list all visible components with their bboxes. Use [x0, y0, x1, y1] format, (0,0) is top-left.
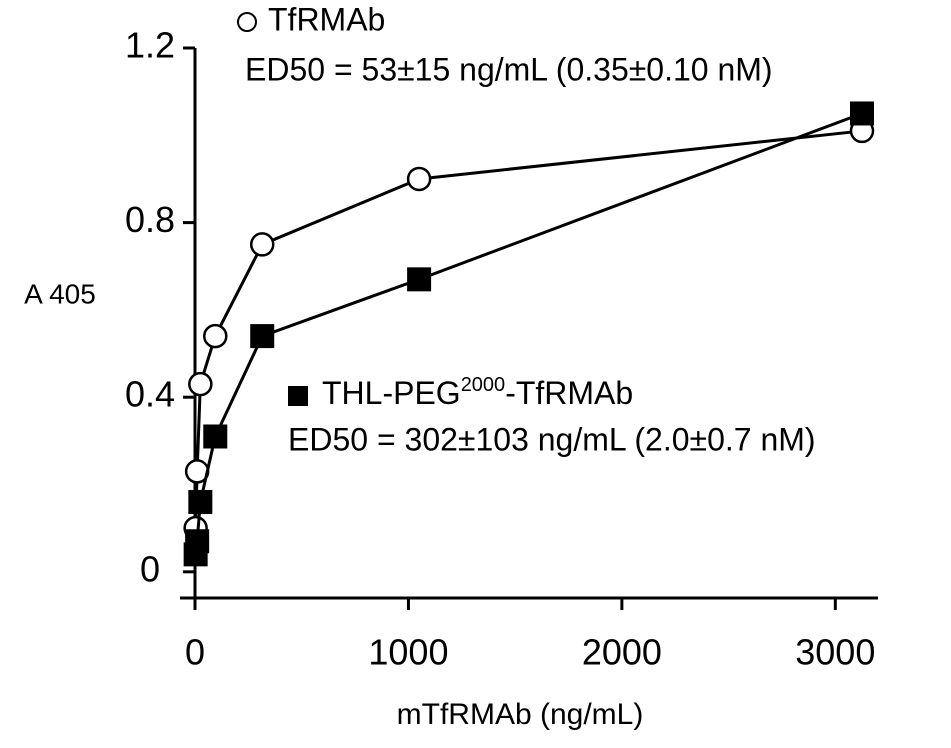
x-tick-label: 2000 — [582, 632, 662, 673]
legend-marker — [237, 12, 257, 32]
data-point — [249, 232, 275, 257]
legend-label: THL-PEG2000-TfRMAb — [322, 374, 633, 411]
data-point — [188, 489, 213, 514]
data-point — [203, 323, 228, 349]
x-tick-label: 0 — [185, 632, 205, 673]
data-point — [250, 324, 275, 349]
y-tick-label: 0.4 — [125, 374, 175, 415]
annotation: ED50 = 53±15 ng/mL (0.35±0.10 nM) — [245, 51, 773, 87]
y-tick-label: 1.2 — [125, 25, 175, 66]
annotation: ED50 = 302±103 ng/mL (2.0±0.7 nM) — [288, 421, 816, 457]
legend-marker — [288, 386, 308, 406]
legend-label: TfRMAb — [268, 1, 385, 37]
data-point — [203, 424, 228, 449]
y-tick-label: 0 — [140, 548, 160, 589]
legend-label-sup: 2000 — [461, 374, 506, 396]
data-point — [407, 267, 432, 292]
x-tick-label: 1000 — [368, 632, 448, 673]
legend-label-part: THL-PEG — [322, 375, 461, 411]
y-axis-label: A 405 — [24, 278, 96, 309]
legend-label-part: -TfRMAb — [505, 375, 633, 411]
x-tick-label: 3000 — [795, 632, 875, 673]
y-tick-label: 0.8 — [125, 199, 175, 240]
data-point — [849, 101, 874, 126]
series-line — [194, 112, 863, 555]
data-point — [185, 529, 210, 554]
data-point — [406, 166, 432, 192]
series-line — [194, 129, 863, 529]
x-axis-label: mTfRMAb (ng/mL) — [397, 698, 644, 731]
data-point — [188, 371, 213, 397]
